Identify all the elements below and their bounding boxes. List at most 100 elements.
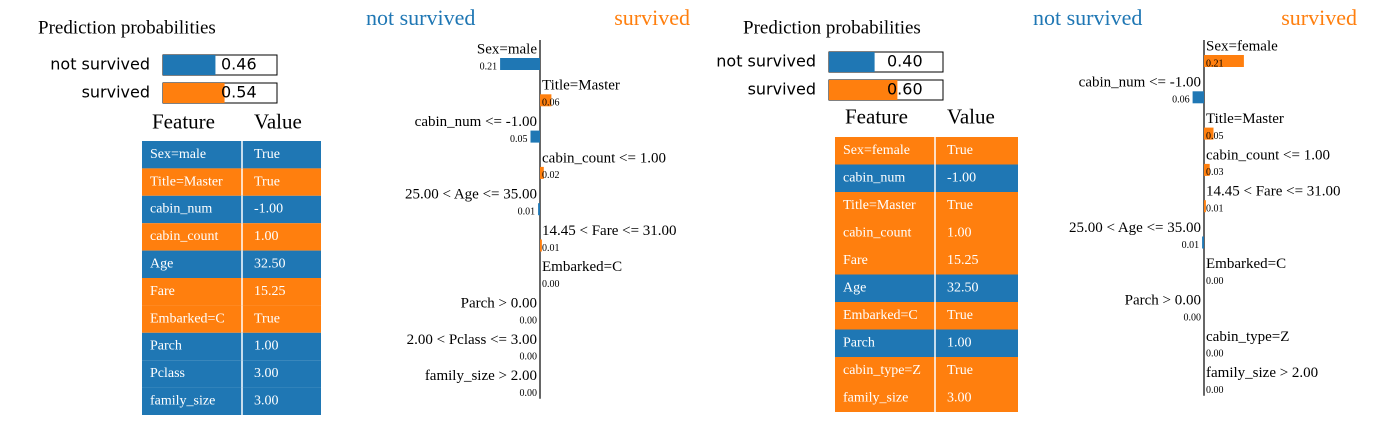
table-header: Feature bbox=[845, 104, 908, 128]
weight-bar bbox=[1202, 236, 1204, 249]
weight-label: 0.00 bbox=[1206, 349, 1224, 360]
probability-bar bbox=[829, 80, 898, 100]
table-cell: Title=Master bbox=[843, 198, 916, 213]
feature-name: Parch > 0.00 bbox=[461, 296, 537, 312]
feature-name: 2.00 < Pclass <= 3.00 bbox=[407, 332, 537, 348]
table-row bbox=[142, 195, 321, 224]
feature-name: 14.45 < Fare <= 31.00 bbox=[1206, 184, 1341, 200]
probabilities-title: Prediction probabilities bbox=[38, 17, 216, 38]
probabilities-title: Prediction probabilities bbox=[743, 17, 921, 38]
table-cell: True bbox=[947, 143, 973, 158]
weight-label: 0.00 bbox=[520, 352, 538, 363]
table-row bbox=[835, 274, 1018, 302]
table-cell: True bbox=[254, 147, 280, 162]
weight-label: 0.00 bbox=[542, 279, 560, 290]
weight-bar bbox=[540, 239, 542, 252]
weight-bar bbox=[1204, 200, 1206, 213]
feature-name: family_size > 2.00 bbox=[425, 368, 537, 384]
weight-label: 0.00 bbox=[520, 315, 538, 326]
table-row bbox=[835, 164, 1018, 192]
table-row bbox=[835, 137, 1018, 165]
weight-bar bbox=[1204, 163, 1210, 176]
feature-name: 14.45 < Fare <= 31.00 bbox=[542, 223, 677, 239]
table-cell: True bbox=[254, 311, 280, 326]
table-cell: 15.25 bbox=[254, 284, 286, 299]
feature-name: Embarked=C bbox=[542, 259, 622, 275]
table-row bbox=[142, 332, 321, 361]
table-cell: 1.00 bbox=[254, 339, 279, 354]
table-cell: Parch bbox=[150, 339, 182, 354]
table-row bbox=[835, 302, 1018, 330]
weight-bar bbox=[540, 94, 552, 107]
positive-class-title: survived bbox=[614, 5, 690, 30]
table-cell: 32.50 bbox=[947, 280, 979, 295]
probability-bar bbox=[163, 83, 225, 103]
weight-label: 0.01 bbox=[518, 206, 536, 217]
class-label: not survived bbox=[716, 52, 816, 71]
weight-bar bbox=[1204, 55, 1244, 67]
table-header: Feature bbox=[152, 109, 215, 133]
table-header: Value bbox=[947, 104, 995, 128]
table-row bbox=[142, 141, 321, 169]
weight-bar bbox=[500, 58, 540, 70]
weight-label: 0.21 bbox=[480, 61, 498, 72]
weight-bar bbox=[1204, 127, 1214, 140]
feature-name: Embarked=C bbox=[1206, 256, 1286, 272]
table-row bbox=[142, 305, 321, 333]
negative-class-title: not survived bbox=[1033, 5, 1142, 30]
table-cell: 1.00 bbox=[947, 225, 972, 240]
table-row bbox=[142, 360, 321, 388]
table-cell: 3.00 bbox=[254, 366, 279, 381]
table-row bbox=[142, 250, 321, 278]
class-label: survived bbox=[82, 83, 150, 102]
positive-class-title: survived bbox=[1281, 5, 1357, 30]
table-cell: Embarked=C bbox=[843, 308, 918, 323]
probability-label: 0.60 bbox=[887, 80, 923, 99]
table-cell: cabin_num bbox=[150, 202, 212, 217]
feature-name: Title=Master bbox=[542, 78, 620, 94]
table-cell: Embarked=C bbox=[150, 311, 225, 326]
weight-label: 0.00 bbox=[1184, 312, 1202, 323]
probability-label: 0.46 bbox=[221, 55, 257, 74]
feature-name: cabin_num <= -1.00 bbox=[1079, 75, 1201, 91]
weight-label: 0.01 bbox=[542, 243, 560, 254]
weight-label: 0.01 bbox=[1182, 240, 1200, 251]
table-cell: family_size bbox=[150, 394, 215, 409]
class-label: not survived bbox=[50, 55, 150, 74]
table-cell: 32.50 bbox=[254, 257, 286, 272]
feature-name: Title=Master bbox=[1206, 111, 1284, 127]
class-label: survived bbox=[748, 80, 816, 99]
table-row bbox=[142, 278, 321, 306]
table-cell: True bbox=[254, 174, 280, 189]
table-cell: Fare bbox=[150, 284, 175, 299]
weight-bar bbox=[530, 130, 540, 143]
weight-bar bbox=[540, 166, 544, 179]
table-row bbox=[835, 357, 1018, 385]
weight-label: 0.05 bbox=[1206, 131, 1224, 142]
table-header: Value bbox=[254, 109, 302, 133]
table-row bbox=[142, 223, 321, 251]
weight-label: 0.01 bbox=[1206, 203, 1224, 214]
table-row bbox=[142, 168, 321, 196]
weight-label: 0.05 bbox=[510, 134, 528, 145]
table-cell: Parch bbox=[843, 335, 875, 350]
table-row bbox=[835, 247, 1018, 275]
weight-bar bbox=[538, 203, 540, 216]
table-cell: cabin_type=Z bbox=[843, 363, 921, 378]
table-cell: Title=Master bbox=[150, 174, 223, 189]
table-cell: cabin_num bbox=[843, 170, 905, 185]
table-cell: Fare bbox=[843, 253, 868, 268]
table-cell: 1.00 bbox=[947, 335, 972, 350]
table-cell: cabin_count bbox=[150, 229, 219, 244]
weight-label: 0.00 bbox=[1206, 276, 1224, 287]
weight-label: 0.00 bbox=[1206, 385, 1224, 396]
feature-name: Parch > 0.00 bbox=[1125, 293, 1201, 309]
probability-label: 0.40 bbox=[887, 52, 923, 71]
table-cell: Pclass bbox=[150, 366, 185, 381]
weight-label: 0.02 bbox=[542, 170, 560, 181]
negative-class-title: not survived bbox=[366, 5, 475, 30]
table-row bbox=[835, 329, 1018, 357]
feature-name: Sex=female bbox=[1206, 38, 1278, 54]
